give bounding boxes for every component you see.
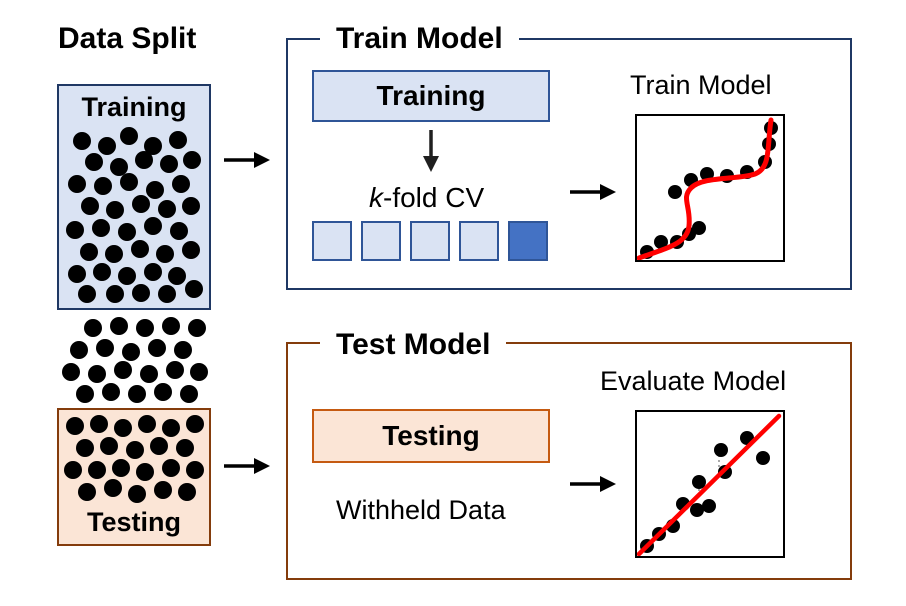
- split-to-test-arrow: [224, 458, 270, 474]
- cv-to-train-plot-arrow: [570, 184, 616, 200]
- training-data-label: Training: [81, 92, 187, 122]
- training-data-points: [66, 127, 203, 303]
- train-model-plot: [635, 114, 785, 262]
- testing-data-block: Testing: [57, 408, 211, 546]
- eval-plot-label: Evaluate Model: [600, 366, 787, 396]
- train-training-box: Training: [312, 70, 550, 122]
- test-testing-box: Testing: [312, 409, 550, 463]
- data-split-title: Data Split: [58, 22, 197, 55]
- kfold-k: k: [369, 182, 383, 213]
- train-fit-curve-plot: [637, 117, 778, 260]
- kfold-cv-label: k-fold CV: [369, 182, 484, 214]
- cv-fold-2: [361, 221, 401, 261]
- test-testing-label: Testing: [382, 420, 480, 451]
- evaluate-model-plot: [635, 410, 785, 558]
- testing-data-label: Testing: [87, 507, 181, 537]
- test-model-panel: [286, 342, 852, 580]
- train-model-panel: [286, 38, 852, 290]
- test-model-title: Test Model: [320, 328, 507, 362]
- training-to-cv-arrow: [423, 130, 439, 172]
- withheld-data-label: Withheld Data: [336, 495, 506, 525]
- testing-to-eval-plot-arrow: [570, 476, 616, 492]
- train-training-label: Training: [376, 80, 486, 111]
- cv-fold-1: [312, 221, 352, 261]
- split-to-train-arrow: [224, 152, 270, 168]
- kfold-rest: -fold CV: [383, 182, 485, 213]
- train-plot-label: Train Model: [630, 70, 772, 100]
- cv-fold-4: [459, 221, 499, 261]
- testing-data-points: [64, 415, 204, 503]
- eval-fit-line-plot: [637, 413, 782, 556]
- train-model-title: Train Model: [320, 22, 519, 56]
- cv-fold-5-validation: [508, 221, 548, 261]
- unsplit-data-points: [62, 317, 208, 403]
- cv-fold-3: [410, 221, 450, 261]
